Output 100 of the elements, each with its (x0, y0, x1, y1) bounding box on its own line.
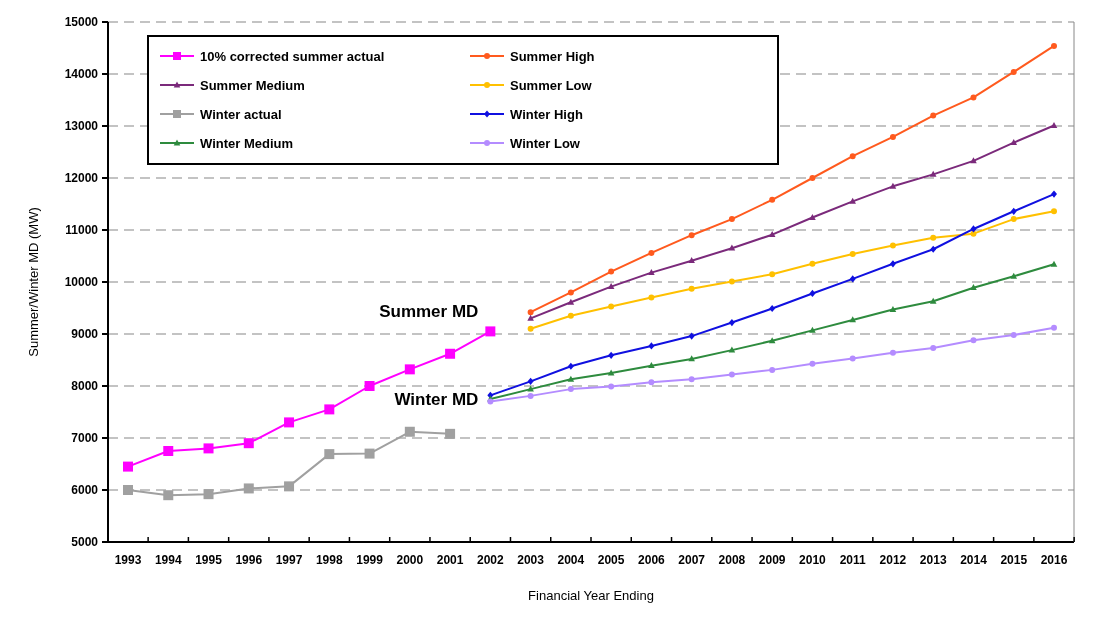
point (688, 232, 695, 239)
y-axis-title: Summer/Winter MD (MW) (26, 207, 41, 357)
x-tick-label: 2002 (477, 553, 505, 567)
point (445, 348, 456, 359)
point (809, 260, 816, 267)
point (648, 294, 655, 301)
y-tick-label: 14000 (64, 67, 99, 82)
x-tick-label: 2003 (517, 553, 545, 567)
point (648, 342, 655, 350)
point (243, 483, 254, 494)
y-tick-label: 13000 (64, 119, 99, 134)
point (567, 312, 574, 319)
point (929, 170, 937, 177)
point (809, 326, 816, 333)
point (769, 304, 776, 313)
point (527, 325, 534, 332)
x-tick-label: 2004 (557, 553, 585, 567)
point (728, 244, 736, 251)
legend-label: Summer Medium (200, 77, 305, 93)
point (567, 298, 575, 305)
point (608, 383, 615, 390)
point (809, 213, 816, 220)
point (1010, 272, 1018, 279)
x-tick-label: 2014 (960, 553, 988, 567)
point (889, 133, 896, 140)
annotation: Winter MD (394, 390, 479, 410)
x-axis-title: Financial Year Ending (528, 588, 654, 603)
point (728, 318, 735, 327)
legend-label: Winter High (510, 106, 583, 122)
point (324, 449, 335, 460)
point (970, 284, 977, 291)
point (1050, 260, 1058, 267)
x-tick-label: 2015 (1000, 553, 1028, 567)
x-tick-label: 1994 (154, 553, 182, 567)
point (404, 426, 415, 437)
point (1010, 139, 1018, 146)
point (1051, 208, 1057, 215)
point (527, 392, 534, 399)
point (930, 345, 937, 352)
point (970, 94, 977, 101)
point (608, 303, 615, 310)
point (243, 438, 254, 449)
point (1051, 42, 1057, 49)
point (970, 157, 977, 164)
point (768, 231, 776, 238)
y-tick-label: 7000 (71, 431, 99, 446)
point (930, 234, 937, 241)
point (163, 446, 174, 456)
point (567, 375, 575, 382)
point (648, 379, 655, 386)
x-tick-label: 2000 (396, 553, 424, 567)
point (608, 351, 615, 359)
point (1051, 190, 1057, 198)
point (1010, 68, 1017, 75)
point (567, 289, 574, 296)
x-tick-label: 1996 (235, 553, 263, 567)
legend-label: Summer Low (510, 77, 593, 93)
point (567, 362, 574, 370)
point (849, 197, 856, 204)
point (527, 377, 534, 385)
point (324, 404, 335, 415)
x-tick-label: 1993 (114, 553, 142, 567)
point (889, 182, 897, 189)
point (930, 245, 937, 253)
point (1010, 207, 1017, 215)
y-tick-label: 9000 (71, 327, 99, 342)
point (728, 216, 735, 223)
point (970, 337, 977, 344)
x-tick-label: 1998 (315, 553, 343, 567)
point (284, 417, 295, 428)
point (527, 309, 534, 316)
x-tick-label: 1995 (195, 553, 223, 567)
y-tick-label: 5000 (71, 535, 99, 550)
point (445, 428, 456, 439)
point (163, 490, 174, 501)
point (648, 269, 655, 276)
point (728, 346, 736, 353)
legend-label: Winter actual (200, 106, 282, 122)
point (769, 366, 776, 373)
point (688, 376, 695, 383)
point (849, 355, 856, 362)
point (648, 362, 655, 369)
legend-label: Summer High (510, 48, 595, 64)
point (1010, 332, 1017, 339)
point (889, 242, 896, 249)
x-tick-label: 2008 (718, 553, 746, 567)
point (769, 271, 776, 278)
point (1050, 121, 1058, 128)
x-tick-label: 2013 (919, 553, 947, 567)
point (364, 448, 375, 459)
point (203, 489, 214, 500)
y-tick-label: 12000 (64, 171, 99, 186)
x-tick-label: 2016 (1040, 553, 1068, 567)
point (404, 364, 415, 375)
x-tick-label: 2007 (678, 553, 706, 567)
point (849, 153, 856, 160)
point (607, 283, 615, 290)
point (648, 249, 655, 256)
point (527, 314, 534, 321)
x-tick-label: 1997 (275, 553, 303, 567)
